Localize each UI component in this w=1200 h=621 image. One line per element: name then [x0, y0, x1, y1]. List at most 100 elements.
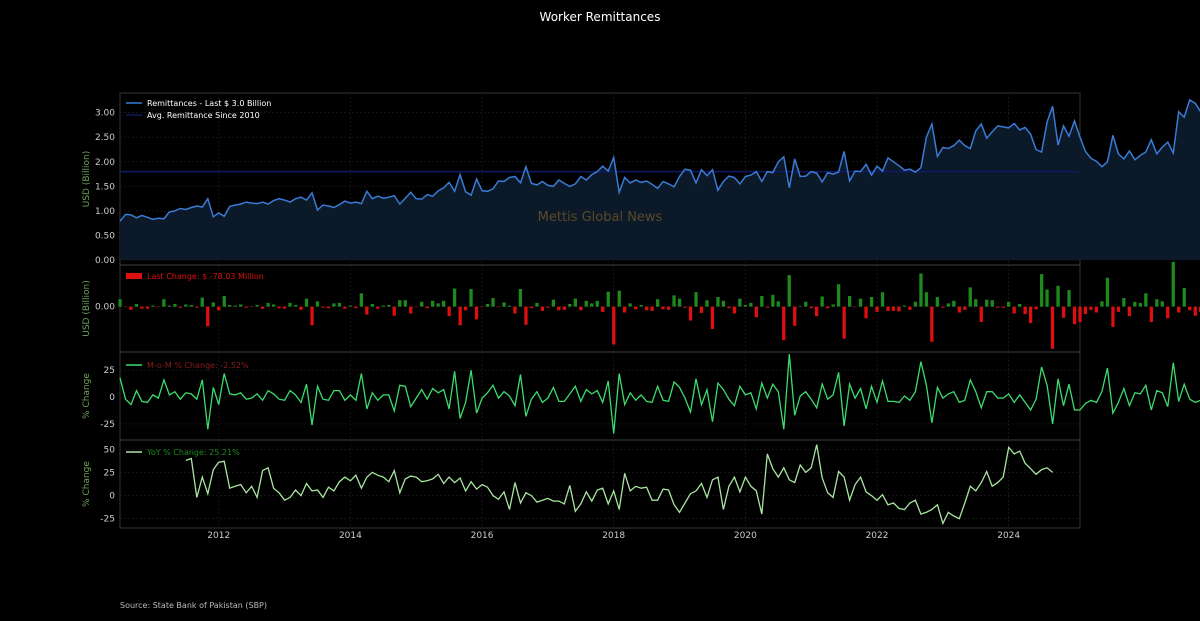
- change-bar: [782, 306, 786, 341]
- x-tick-label: 2012: [207, 531, 230, 541]
- change-bar: [1182, 288, 1186, 307]
- y-tick-label: 3.00: [95, 109, 115, 119]
- change-bar: [858, 298, 863, 307]
- change-bar: [908, 306, 912, 310]
- change-bar: [1144, 293, 1148, 307]
- change-bar: [606, 291, 610, 307]
- y-tick-label: 2.00: [95, 158, 115, 168]
- change-bar: [228, 305, 232, 307]
- change-bar: [189, 305, 193, 307]
- mom-line: [119, 354, 1200, 434]
- y-tick-label: -25: [100, 515, 115, 525]
- change-bar: [1056, 285, 1060, 307]
- change-bar: [195, 306, 199, 308]
- change-bar: [1149, 306, 1153, 323]
- change-bar: [156, 306, 161, 308]
- change-bar: [480, 306, 484, 308]
- remittance-line: [119, 98, 1200, 222]
- change-bar: [842, 306, 846, 339]
- change-bar: [1089, 306, 1093, 310]
- change-bar: [1094, 306, 1099, 313]
- change-bar: [875, 306, 879, 312]
- change-bar: [1105, 277, 1110, 307]
- change-bar: [650, 306, 654, 311]
- change-bar: [573, 298, 577, 307]
- change-bar: [897, 306, 901, 312]
- change-bar: [930, 306, 934, 342]
- change-bar: [864, 306, 868, 319]
- change-bar: [359, 293, 363, 307]
- change-bar: [1001, 306, 1005, 308]
- change-bar: [200, 297, 204, 307]
- x-tick-label: 2018: [602, 531, 625, 541]
- change-bar: [1171, 261, 1175, 307]
- change-bar: [425, 306, 429, 309]
- change-bar: [288, 302, 292, 307]
- change-bar: [222, 296, 226, 307]
- change-bar: [688, 306, 693, 321]
- change-bar: [376, 306, 380, 309]
- change-bar: [787, 275, 791, 307]
- y-tick-label: 50: [104, 445, 116, 455]
- change-bar: [776, 301, 780, 307]
- change-bar: [474, 306, 479, 320]
- change-bar: [244, 306, 248, 308]
- change-bar: [979, 306, 983, 323]
- change-bar: [661, 306, 665, 310]
- change-bar: [162, 299, 166, 307]
- legend-label-avg: Avg. Remittance Since 2010: [147, 111, 260, 120]
- change-bar: [277, 306, 281, 309]
- change-bar: [1061, 306, 1066, 318]
- change-bar: [332, 303, 336, 307]
- change-bar: [546, 306, 550, 308]
- change-bar: [381, 305, 385, 307]
- change-bar: [387, 305, 391, 307]
- change-bar: [1127, 306, 1131, 317]
- change-bar: [1050, 306, 1055, 349]
- change-bar: [562, 306, 566, 310]
- change-bar: [815, 306, 819, 317]
- change-bar: [1160, 301, 1164, 307]
- yoy-line: [185, 444, 1054, 526]
- change-bar: [732, 306, 737, 314]
- change-bar: [672, 295, 676, 307]
- change-bar: [1138, 302, 1142, 307]
- change-bar: [579, 306, 583, 311]
- remittance-area: [120, 99, 1200, 261]
- change-bar: [848, 296, 852, 307]
- y-axis-label: % Change: [82, 373, 92, 419]
- change-bar: [793, 306, 797, 326]
- legend-label-yoy: YoY % Change: 25.21%: [146, 448, 240, 457]
- y-tick-label: 25: [104, 468, 115, 478]
- change-bar: [272, 304, 276, 307]
- x-tick-label: 2014: [339, 531, 362, 541]
- change-bar: [738, 298, 742, 307]
- change-bar: [1040, 274, 1044, 307]
- change-bar: [612, 306, 616, 345]
- chart-title: Worker Remittances: [539, 10, 661, 24]
- y-axis-label: USD (Billion): [82, 151, 92, 208]
- change-bar: [354, 306, 358, 309]
- change-bar: [590, 303, 594, 307]
- change-bar: [261, 306, 265, 309]
- change-bar: [173, 304, 177, 307]
- change-bar: [584, 300, 588, 307]
- change-bar: [1023, 306, 1027, 315]
- source-note: Source: State Bank of Pakistan (SBP): [120, 601, 267, 610]
- change-bar: [568, 304, 572, 307]
- change-bar: [694, 292, 698, 307]
- change-bar: [798, 306, 802, 307]
- y-axis-label: USD (Billion): [82, 280, 92, 337]
- change-bar: [985, 299, 989, 307]
- change-bar: [1072, 306, 1077, 325]
- change-bar: [941, 306, 945, 308]
- change-bar: [326, 306, 331, 309]
- change-bar: [129, 306, 133, 310]
- change-bar: [699, 306, 704, 313]
- change-bar: [239, 304, 243, 307]
- change-bar: [853, 306, 857, 308]
- change-bar: [1083, 306, 1088, 315]
- y-tick-label: 0.50: [95, 232, 115, 242]
- change-bar: [392, 306, 396, 316]
- change-bar: [1116, 306, 1121, 312]
